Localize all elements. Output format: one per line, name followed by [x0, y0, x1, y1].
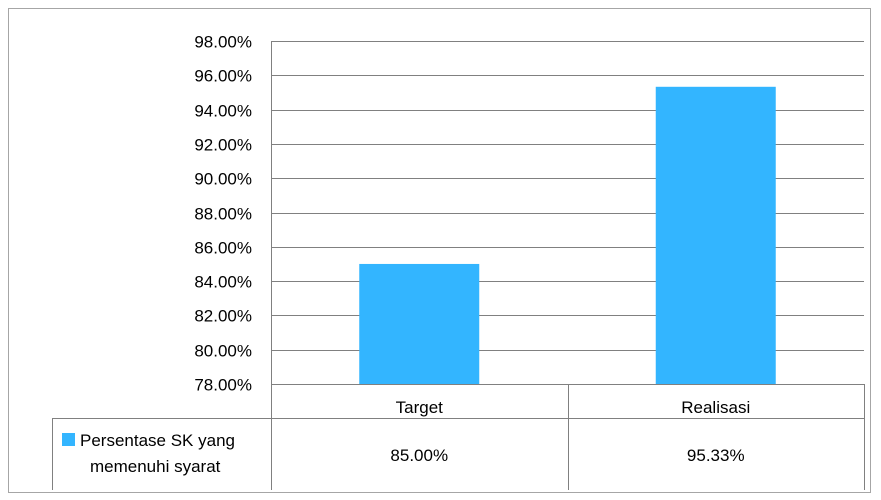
- x-category-label: Target: [396, 398, 444, 417]
- y-tick-label: 86.00%: [194, 239, 252, 258]
- x-category-label: Realisasi: [681, 398, 750, 417]
- bars: [359, 86, 776, 384]
- bar-realisasi: [655, 86, 776, 384]
- y-tick-label: 84.00%: [194, 273, 252, 292]
- y-axis-tick-labels: 78.00% 80.00% 82.00% 84.00% 86.00% 88.00% 90.0…: [194, 33, 252, 395]
- y-tick-label: 92.00%: [194, 136, 252, 155]
- data-table: Target Realisasi Persentase SK yang memenuh…: [52, 384, 865, 490]
- legend-key: [62, 433, 75, 446]
- y-tick-label: 88.00%: [194, 205, 252, 224]
- legend-label: memenuhi syarat: [90, 457, 221, 476]
- y-tick-label: 80.00%: [194, 342, 252, 361]
- data-value-label: 95.33%: [687, 446, 745, 465]
- y-tick-label: 98.00%: [194, 33, 252, 52]
- y-tick-label: 78.00%: [194, 376, 252, 395]
- y-tick-label: 96.00%: [194, 67, 252, 86]
- bar-target: [359, 263, 480, 384]
- legend-label: Persentase SK yang: [80, 431, 235, 450]
- y-tick-label: 94.00%: [194, 102, 252, 121]
- y-tick-label: 90.00%: [194, 170, 252, 189]
- y-tick-label: 82.00%: [194, 307, 252, 326]
- data-value-label: 85.00%: [390, 446, 448, 465]
